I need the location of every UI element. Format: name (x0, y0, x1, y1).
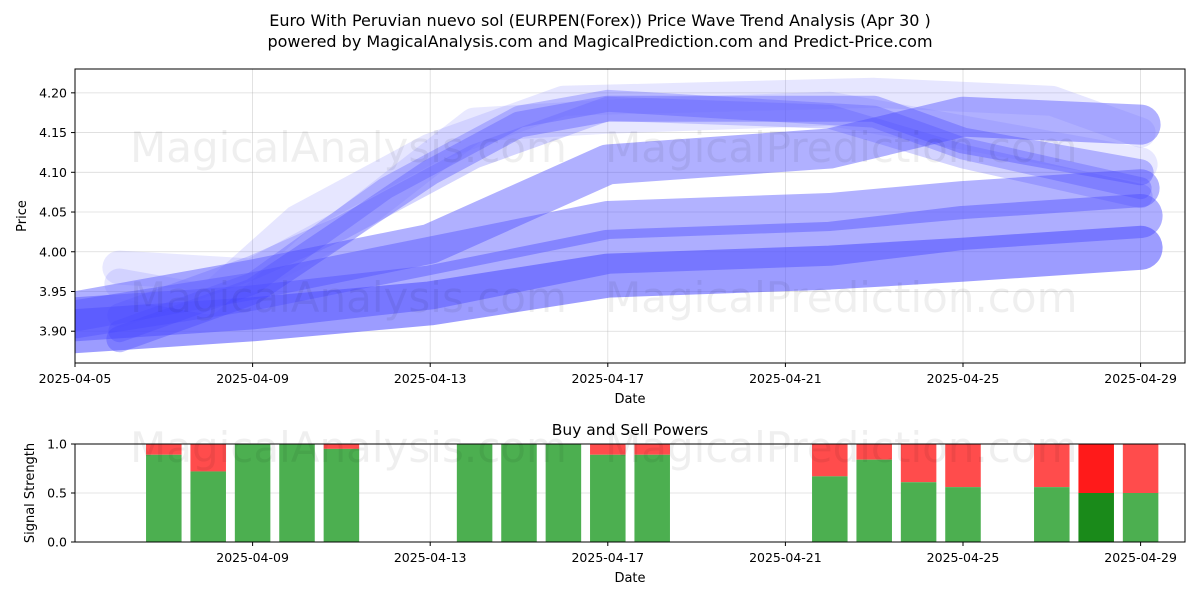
price-x-tick-label: 2025-04-25 (927, 371, 1000, 386)
price-y-tick-label: 4.05 (39, 205, 67, 220)
sell-power-bar (1034, 444, 1070, 488)
sell-power-bar (856, 444, 892, 460)
signal-x-tick-label: 2025-04-25 (927, 550, 1000, 565)
buy-power-bar (501, 444, 537, 542)
price-band-6 (108, 89, 1152, 343)
signal-x-ticks: 2025-04-09 2025-04-13 2025-04-17 2025-04-21… (216, 542, 1177, 565)
price-band-8 (104, 77, 1156, 315)
signal-plot: Buy and Sell Powers MagicalAnalysis.com … (23, 421, 1186, 586)
price-y-tick-label: 4.00 (39, 244, 67, 259)
price-band-9 (102, 91, 1158, 293)
sell-power-bar (1122, 444, 1159, 493)
sell-power-bar (634, 444, 670, 455)
signal-x-tick-label: 2025-04-29 (1104, 550, 1177, 565)
buy-power-bar (323, 448, 360, 542)
watermark-top-right-1: MagicalPrediction.com (605, 123, 1078, 172)
buy-power-bar (856, 459, 892, 542)
buy-power-bar (545, 444, 582, 542)
signal-title: Buy and Sell Powers (552, 421, 709, 439)
buy-power-bar (812, 476, 848, 542)
price-y-tick-label: 4.10 (39, 165, 67, 180)
price-y-label: Price (15, 200, 30, 232)
price-band-4 (75, 169, 1160, 339)
price-x-label: Date (614, 392, 645, 407)
price-band-5 (106, 95, 1154, 353)
price-y-tick-label: 4.20 (39, 85, 67, 100)
watermark-top-left-2: MagicalAnalysis.com (130, 273, 567, 322)
price-band-2 (75, 225, 1163, 354)
chart-subtitle: powered by MagicalAnalysis.com and Magic… (267, 32, 932, 51)
price-bands (75, 77, 1163, 354)
price-y-tick-label: 3.95 (39, 284, 67, 299)
buy-power-bar (945, 487, 981, 542)
buy-power-bar (1078, 493, 1114, 542)
sell-power-bar (323, 444, 360, 449)
buy-power-bar (590, 454, 626, 542)
signal-y-ticks: 0.0 0.5 1.0 (47, 437, 75, 550)
price-x-tick-label: 2025-04-13 (394, 371, 467, 386)
buy-power-bar (279, 444, 315, 542)
price-x-tick-label: 2025-04-05 (39, 371, 112, 386)
buy-power-bar (1034, 487, 1070, 542)
price-x-tick-label: 2025-04-21 (749, 371, 822, 386)
signal-x-tick-label: 2025-04-09 (216, 550, 289, 565)
sell-power-bar (945, 444, 981, 488)
price-x-tick-label: 2025-04-29 (1104, 371, 1177, 386)
price-x-tick-label: 2025-04-17 (571, 371, 644, 386)
signal-y-tick-label: 0.0 (47, 535, 67, 550)
sell-power-bar (900, 444, 937, 483)
price-band-7 (107, 96, 1153, 328)
price-plot-frame (74, 68, 1186, 364)
signal-x-tick-label: 2025-04-13 (394, 550, 467, 565)
watermark-bottom-right: MagicalPrediction.com (605, 423, 1078, 472)
sell-power-bar (146, 444, 182, 455)
watermark-bottom-left: MagicalAnalysis.com (130, 423, 567, 472)
buy-power-bar (190, 471, 226, 542)
signal-x-tick-label: 2025-04-17 (571, 550, 644, 565)
sell-power-bar (812, 444, 848, 477)
buy-power-bar (146, 454, 182, 542)
signal-bars (146, 444, 1159, 542)
signal-y-tick-label: 1.0 (47, 437, 67, 452)
price-y-tick-label: 4.15 (39, 125, 67, 140)
signal-y-label: Signal Strength (23, 443, 38, 543)
watermark-top-left-1: MagicalAnalysis.com (130, 123, 567, 172)
price-y-ticks: 3.90 3.95 4.00 4.05 4.10 4.15 4.20 (39, 85, 75, 339)
price-x-ticks: 2025-04-05 2025-04-09 2025-04-13 2025-04-17… (39, 363, 1177, 386)
sell-power-bar (590, 444, 626, 455)
price-wave-plot: MagicalAnalysis.com MagicalPrediction.co… (15, 68, 1186, 407)
price-y-tick-label: 3.90 (39, 324, 67, 339)
buy-power-bar (1122, 493, 1159, 542)
signal-x-tick-label: 2025-04-21 (749, 550, 822, 565)
buy-power-bar (456, 444, 493, 542)
buy-power-bar (234, 444, 271, 542)
sell-power-bar (1078, 444, 1114, 493)
buy-power-bar (634, 454, 670, 542)
watermark-top-right-2: MagicalPrediction.com (605, 273, 1078, 322)
signal-x-label: Date (614, 571, 645, 586)
chart-title: Euro With Peruvian nuevo sol (EURPEN(For… (269, 11, 931, 30)
price-band-3 (75, 96, 1161, 332)
signal-y-tick-label: 0.5 (47, 486, 67, 501)
buy-power-bar (900, 482, 937, 542)
price-x-tick-label: 2025-04-09 (216, 371, 289, 386)
sell-power-bar (190, 444, 226, 472)
